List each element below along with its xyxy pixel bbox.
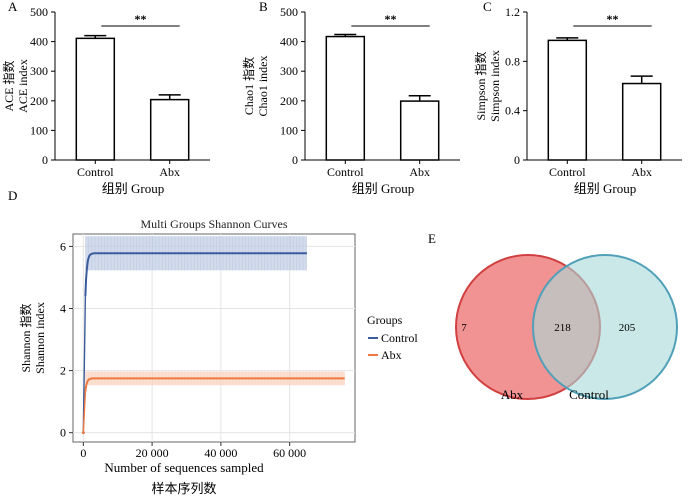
x-tick-label: Abx bbox=[159, 165, 180, 179]
y-axis-label-cn: Shannon 指数 bbox=[18, 303, 33, 372]
venn-count-control-only: 205 bbox=[619, 322, 636, 334]
y-axis-label-cn: Simpson 指数 bbox=[473, 51, 488, 120]
venn-count-overlap: 218 bbox=[554, 322, 571, 334]
chart-title: Multi Groups Shannon Curves bbox=[141, 217, 288, 231]
chart-d: Multi Groups Shannon Curves 0 2 4 6 0 20 000 40… bbox=[18, 217, 418, 496]
y-axis-label-en: Simpson index bbox=[488, 50, 502, 122]
x-axis-label: 组别 Group bbox=[352, 181, 414, 196]
y-tick-label: 500 bbox=[280, 5, 298, 19]
chart-c: 0 0.4 0.8 1.2 Control Abx ** Simpson 指数 Simpson … bbox=[473, 5, 682, 196]
y-tick-label: 0 bbox=[514, 153, 520, 167]
y-tick-label: 1.2 bbox=[505, 5, 520, 19]
y-tick-label: 300 bbox=[30, 64, 48, 78]
curve-rise-abx bbox=[82, 391, 87, 433]
start-point-abx bbox=[81, 431, 85, 435]
x-tick-label: Control bbox=[77, 165, 114, 179]
x-tick-label: 0 bbox=[80, 446, 86, 460]
curve-abx bbox=[84, 377, 345, 392]
x-axis-label: Number of sequences sampled bbox=[104, 460, 264, 475]
significance-label: ** bbox=[135, 12, 147, 26]
panel-b: B 0 100 200 300 400 500 Control Abx ** Chao1 指数 Ch… bbox=[241, 0, 460, 196]
y-tick-label: 300 bbox=[280, 64, 298, 78]
panel-a: A 0 100 200 300 400 500 Control Abx ** ACE 指数 ACE … bbox=[1, 0, 210, 196]
bar-control bbox=[547, 39, 588, 161]
y-axis-label-cn: ACE 指数 bbox=[1, 60, 16, 111]
x-tick-label: Control bbox=[549, 165, 586, 179]
panel-c: C 0 0.4 0.8 1.2 Control Abx ** Simpson 指数 Simpso… bbox=[473, 0, 682, 196]
bar-abx bbox=[149, 98, 190, 161]
panel-a-letter: A bbox=[8, 0, 18, 14]
x-tick-label: Abx bbox=[409, 165, 430, 179]
panel-d: D Multi Groups Shannon Curves 0 2 4 6 0 20 000… bbox=[8, 188, 418, 496]
venn-circle-control bbox=[532, 254, 678, 400]
x-axis-label: 组别 Group bbox=[102, 181, 164, 196]
curve-rise-control bbox=[82, 296, 87, 433]
x-axis-label-cn: 样本序列数 bbox=[151, 481, 216, 496]
panel-b-letter: B bbox=[259, 0, 268, 14]
bar-control bbox=[325, 35, 366, 161]
venn-count-abx-only: 7 bbox=[461, 322, 467, 334]
y-tick-label: 2 bbox=[60, 364, 66, 378]
y-tick-label: 4 bbox=[60, 302, 66, 316]
panel-d-letter: D bbox=[8, 188, 17, 203]
y-tick-label: 400 bbox=[280, 35, 298, 49]
bar-control bbox=[75, 37, 116, 161]
bar-abx bbox=[621, 82, 662, 161]
y-tick-label: 0 bbox=[60, 426, 66, 440]
panel-e: E 7 218 205 Abx Control bbox=[428, 231, 678, 402]
legend-title: Groups bbox=[367, 313, 403, 327]
chart-a: 0 100 200 300 400 500 Control Abx ** ACE 指数 ACE in… bbox=[1, 5, 210, 196]
venn-label-control: Control bbox=[569, 387, 609, 402]
chart-e: 7 218 205 Abx Control bbox=[455, 254, 678, 402]
panel-c-letter: C bbox=[483, 0, 492, 14]
bar-abx bbox=[399, 100, 440, 161]
y-tick-label: 0.4 bbox=[505, 104, 520, 118]
y-tick-label: 200 bbox=[280, 94, 298, 108]
y-tick-label: 400 bbox=[30, 35, 48, 49]
y-axis-label-en: Shannon index bbox=[33, 302, 47, 374]
x-tick-label: Abx bbox=[631, 165, 652, 179]
y-tick-label: 100 bbox=[280, 123, 298, 137]
x-axis-label: 组别 Group bbox=[574, 181, 636, 196]
y-axis-label-en: Chao1 index bbox=[256, 56, 270, 117]
y-tick-label: 6 bbox=[60, 239, 66, 253]
chart-b: 0 100 200 300 400 500 Control Abx ** Chao1 指数 Chao… bbox=[241, 5, 460, 196]
y-tick-label: 200 bbox=[30, 94, 48, 108]
x-tick-label: 60 000 bbox=[273, 446, 306, 460]
y-tick-label: 0.8 bbox=[505, 54, 520, 68]
x-tick-label: 20 000 bbox=[136, 446, 169, 460]
y-tick-label: 0 bbox=[42, 153, 48, 167]
y-axis-label-en: ACE index bbox=[16, 59, 30, 113]
y-tick-label: 100 bbox=[30, 123, 48, 137]
y-tick-label: 0 bbox=[292, 153, 298, 167]
significance-label: ** bbox=[385, 12, 397, 26]
legend-label-control: Control bbox=[381, 331, 418, 345]
x-tick-label: Control bbox=[327, 165, 364, 179]
venn-label-abx: Abx bbox=[501, 387, 524, 402]
legend-label-abx: Abx bbox=[381, 348, 402, 362]
legend: Groups Control Abx bbox=[367, 313, 418, 362]
significance-label: ** bbox=[607, 12, 619, 26]
curve-control bbox=[84, 252, 307, 297]
x-tick-label: 40 000 bbox=[204, 446, 237, 460]
panel-e-letter: E bbox=[428, 231, 436, 246]
y-axis-label-cn: Chao1 指数 bbox=[241, 57, 256, 115]
y-tick-label: 500 bbox=[30, 5, 48, 19]
